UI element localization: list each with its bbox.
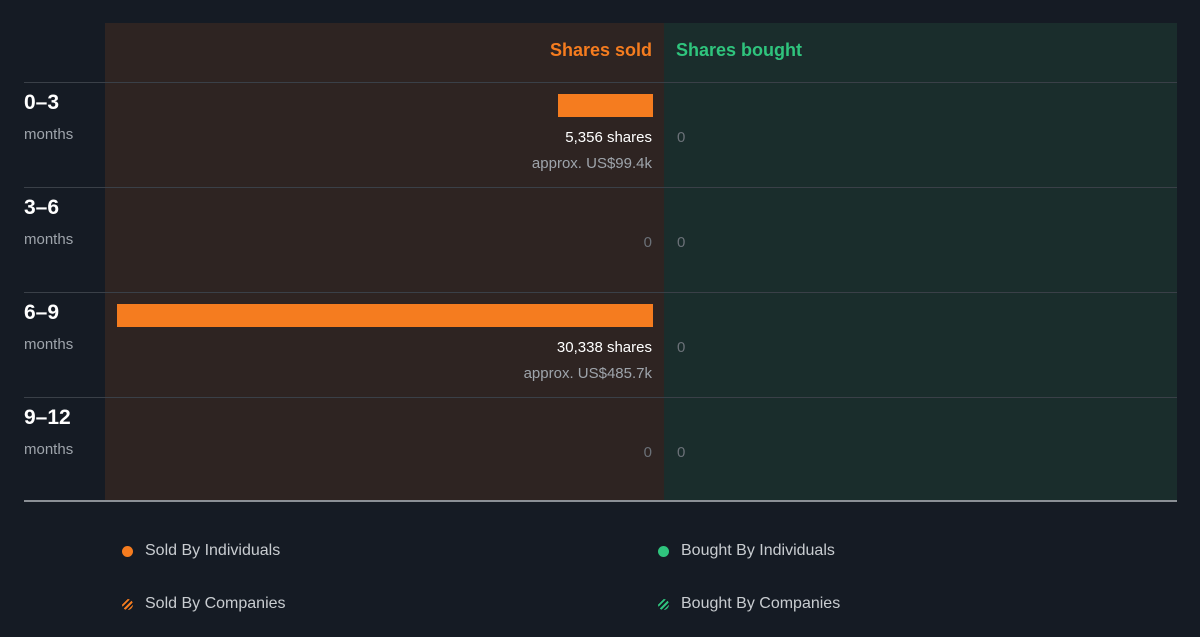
row-divider bbox=[24, 82, 1177, 83]
sold-shares-label: 5,356 shares bbox=[565, 129, 652, 146]
row-divider bbox=[24, 187, 1177, 188]
row-divider bbox=[24, 397, 1177, 398]
header-shares-sold: Shares sold bbox=[549, 40, 652, 60]
sold-value-label: approx. US$99.4k bbox=[531, 155, 652, 172]
bottom-axis-line bbox=[24, 500, 1177, 502]
sold-bar bbox=[558, 94, 653, 117]
orange-dot-icon bbox=[122, 545, 133, 557]
period-label: 3–6 bbox=[24, 196, 60, 219]
sold-shares-label: 0 bbox=[643, 234, 652, 251]
legend-sold-individuals[interactable]: Sold By Individuals bbox=[122, 542, 280, 560]
green-dot-icon bbox=[658, 545, 669, 557]
period-unit: months bbox=[24, 126, 74, 143]
legend-bought-individuals[interactable]: Bought By Individuals bbox=[658, 542, 835, 560]
bought-value-label: 0 bbox=[677, 129, 686, 146]
bought-panel bbox=[664, 23, 1177, 500]
period-label: 6–9 bbox=[24, 301, 60, 324]
sold-shares-label: 0 bbox=[643, 444, 652, 461]
row-divider bbox=[24, 292, 1177, 293]
header-shares-bought: Shares bought bbox=[676, 40, 803, 60]
legend-label: Sold By Companies bbox=[145, 595, 286, 612]
legend-label: Sold By Individuals bbox=[145, 542, 281, 559]
bought-value-label: 0 bbox=[677, 234, 686, 251]
legend-sold-companies[interactable]: Sold By Companies bbox=[122, 595, 286, 613]
bought-value-label: 0 bbox=[677, 444, 686, 461]
legend-label: Bought By Individuals bbox=[681, 542, 835, 559]
orange-striped-dot-icon bbox=[122, 598, 133, 610]
sold-value-label: approx. US$485.7k bbox=[523, 365, 652, 382]
green-striped-dot-icon bbox=[658, 598, 669, 610]
legend-label: Bought By Companies bbox=[681, 595, 841, 612]
legend-bought-companies[interactable]: Bought By Companies bbox=[658, 595, 840, 613]
period-label: 9–12 bbox=[24, 406, 71, 429]
period-label: 0–3 bbox=[24, 91, 60, 114]
sold-shares-label: 30,338 shares bbox=[556, 339, 652, 356]
bought-value-label: 0 bbox=[677, 339, 686, 356]
period-unit: months bbox=[24, 441, 74, 458]
period-unit: months bbox=[24, 231, 74, 248]
sold-bar bbox=[117, 304, 653, 327]
period-unit: months bbox=[24, 336, 74, 353]
